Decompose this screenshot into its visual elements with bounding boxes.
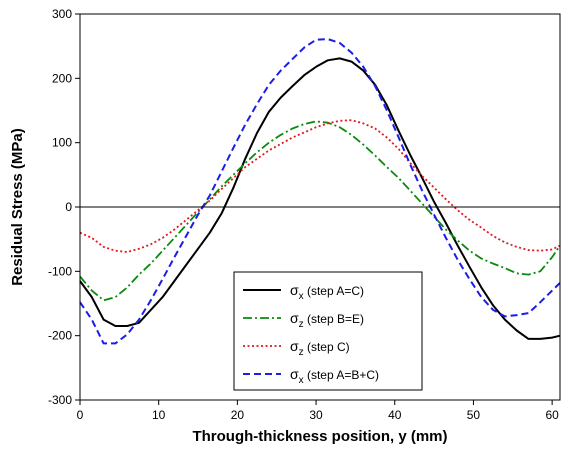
x-tick-label: 50 (467, 408, 481, 422)
x-tick-label: 40 (388, 408, 402, 422)
y-tick-label: -100 (48, 264, 72, 278)
legend: σx (step A=C)σz (step B=E)σz (step C)σx … (234, 272, 422, 390)
y-tick-label: 200 (52, 71, 72, 85)
x-axis-title: Through-thickness position, y (mm) (192, 428, 447, 445)
y-tick-label: 0 (65, 200, 72, 214)
x-tick-label: 10 (152, 408, 166, 422)
x-tick-label: 30 (309, 408, 323, 422)
series-line-3 (80, 120, 560, 252)
y-tick-label: -300 (48, 393, 72, 407)
y-axis-title: Residual Stress (MPa) (9, 128, 26, 286)
x-tick-label: 60 (545, 408, 559, 422)
x-tick-label: 0 (77, 408, 84, 422)
y-tick-label: 300 (52, 7, 72, 21)
x-tick-label: 20 (231, 408, 245, 422)
y-tick-label: -200 (48, 329, 72, 343)
y-tick-label: 100 (52, 136, 72, 150)
